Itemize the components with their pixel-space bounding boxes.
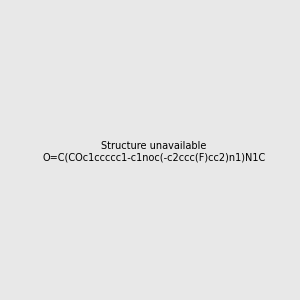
Text: Structure unavailable
O=C(COc1ccccc1-c1noc(-c2ccc(F)cc2)n1)N1C: Structure unavailable O=C(COc1ccccc1-c1n… bbox=[42, 141, 266, 162]
